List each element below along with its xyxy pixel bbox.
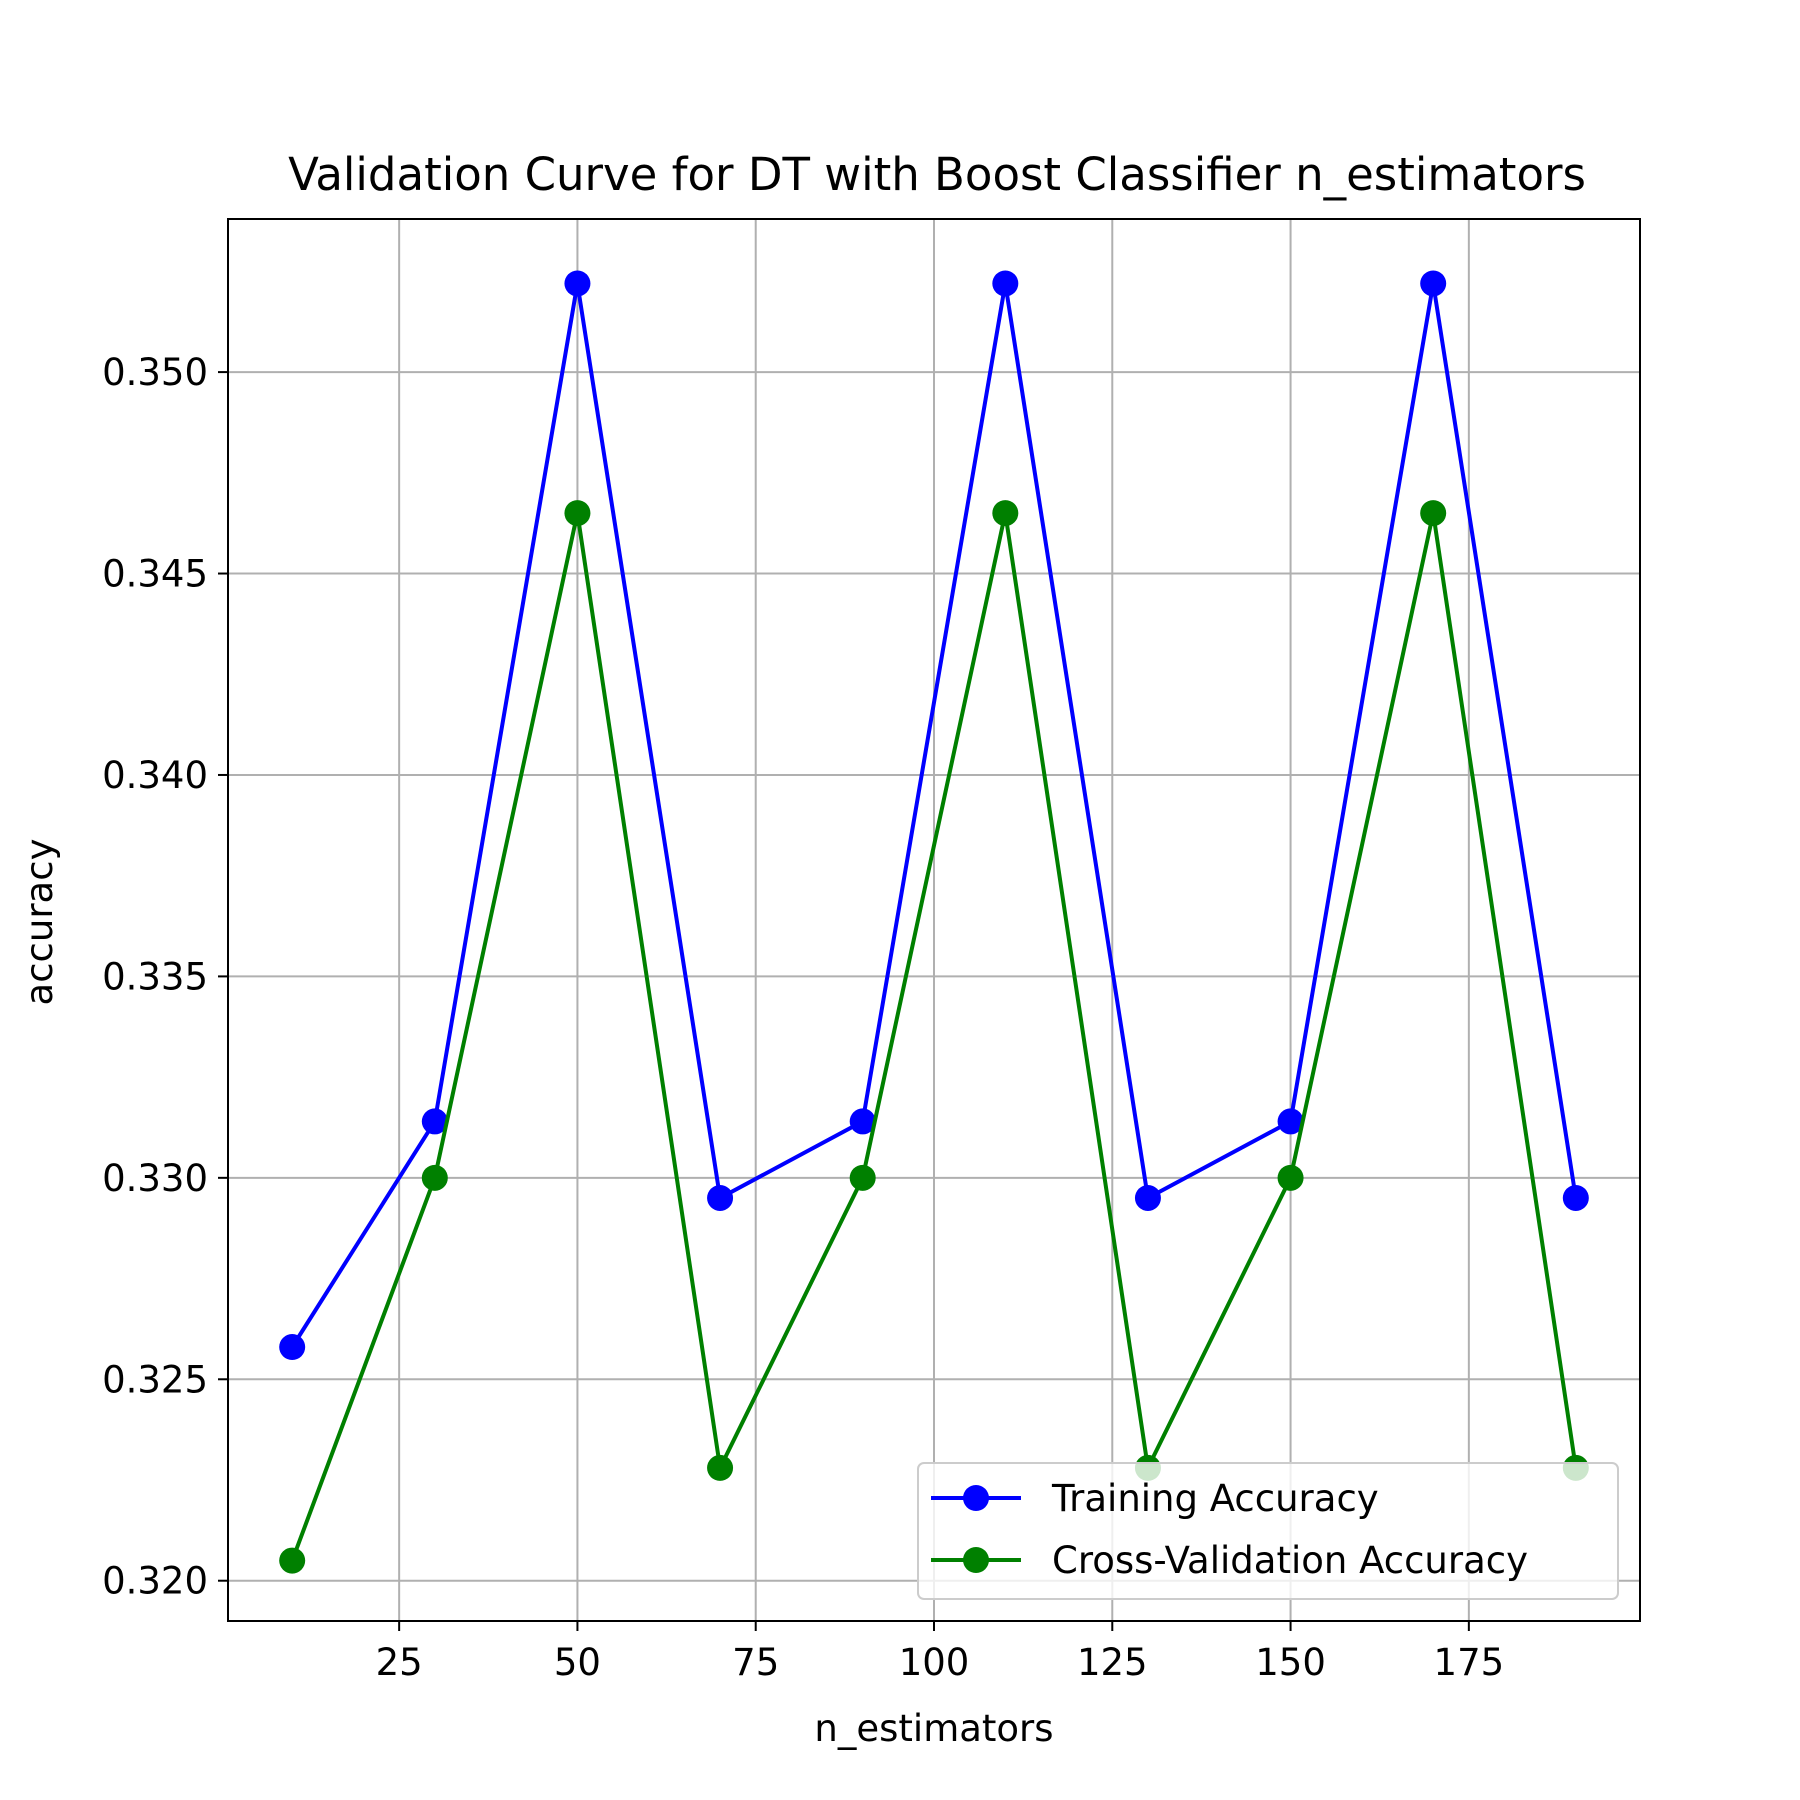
legend-marker-cross-validation <box>963 1547 989 1573</box>
legend-marker-training <box>963 1485 989 1511</box>
x-tick-label: 25 <box>376 1641 423 1684</box>
data-point-cross-validation <box>564 500 591 527</box>
data-point-training <box>279 1334 306 1361</box>
y-tick-label: 0.340 <box>102 754 208 797</box>
x-axis-title: n_estimators <box>814 1707 1053 1750</box>
x-tick-label: 75 <box>732 1641 779 1684</box>
data-point-cross-validation <box>279 1547 306 1574</box>
x-axis-ticks: 25 50 75 100 125 150 175 <box>376 1621 1505 1684</box>
data-point-cross-validation <box>849 1164 876 1191</box>
legend-label-training: Training Accuracy <box>1051 1477 1379 1520</box>
data-point-training <box>1277 1108 1304 1135</box>
x-tick-label: 175 <box>1434 1641 1505 1684</box>
x-tick-label: 100 <box>899 1641 970 1684</box>
data-point-training <box>849 1108 876 1135</box>
y-tick-label: 0.345 <box>102 553 208 596</box>
data-point-training <box>992 270 1019 297</box>
legend: Training Accuracy Cross-Validation Accur… <box>917 1462 1619 1600</box>
data-point-cross-validation <box>992 500 1019 527</box>
data-point-cross-validation <box>707 1454 734 1481</box>
y-tick-label: 0.330 <box>102 1157 208 1200</box>
data-point-cross-validation <box>1420 500 1447 527</box>
data-point-training <box>421 1108 448 1135</box>
series-line-cross-validation <box>290 512 1578 1562</box>
y-axis-title: accuracy <box>18 839 61 1006</box>
x-tick-label: 50 <box>554 1641 601 1684</box>
data-point-cross-validation <box>1277 1164 1304 1191</box>
data-point-training <box>1562 1184 1589 1211</box>
grid <box>228 219 1640 1621</box>
y-tick-label: 0.335 <box>102 955 208 998</box>
y-tick-label: 0.325 <box>102 1358 208 1401</box>
data-point-training <box>564 270 591 297</box>
legend-box <box>917 1462 1619 1600</box>
data-point-training <box>1420 270 1447 297</box>
y-axis-ticks: 0.320 0.325 0.330 0.335 0.340 0.345 0.350 <box>102 351 228 1603</box>
data-point-training <box>707 1184 734 1211</box>
x-tick-label: 125 <box>1077 1641 1148 1684</box>
y-tick-label: 0.350 <box>102 351 208 394</box>
chart-title: Validation Curve for DT with Boost Class… <box>288 148 1586 201</box>
legend-label-cross-validation: Cross-Validation Accuracy <box>1052 1539 1528 1582</box>
series-line-training <box>290 283 1578 1349</box>
y-tick-label: 0.320 <box>102 1560 208 1603</box>
data-point-training <box>1134 1184 1161 1211</box>
data-point-cross-validation <box>421 1164 448 1191</box>
x-tick-label: 150 <box>1255 1641 1326 1684</box>
